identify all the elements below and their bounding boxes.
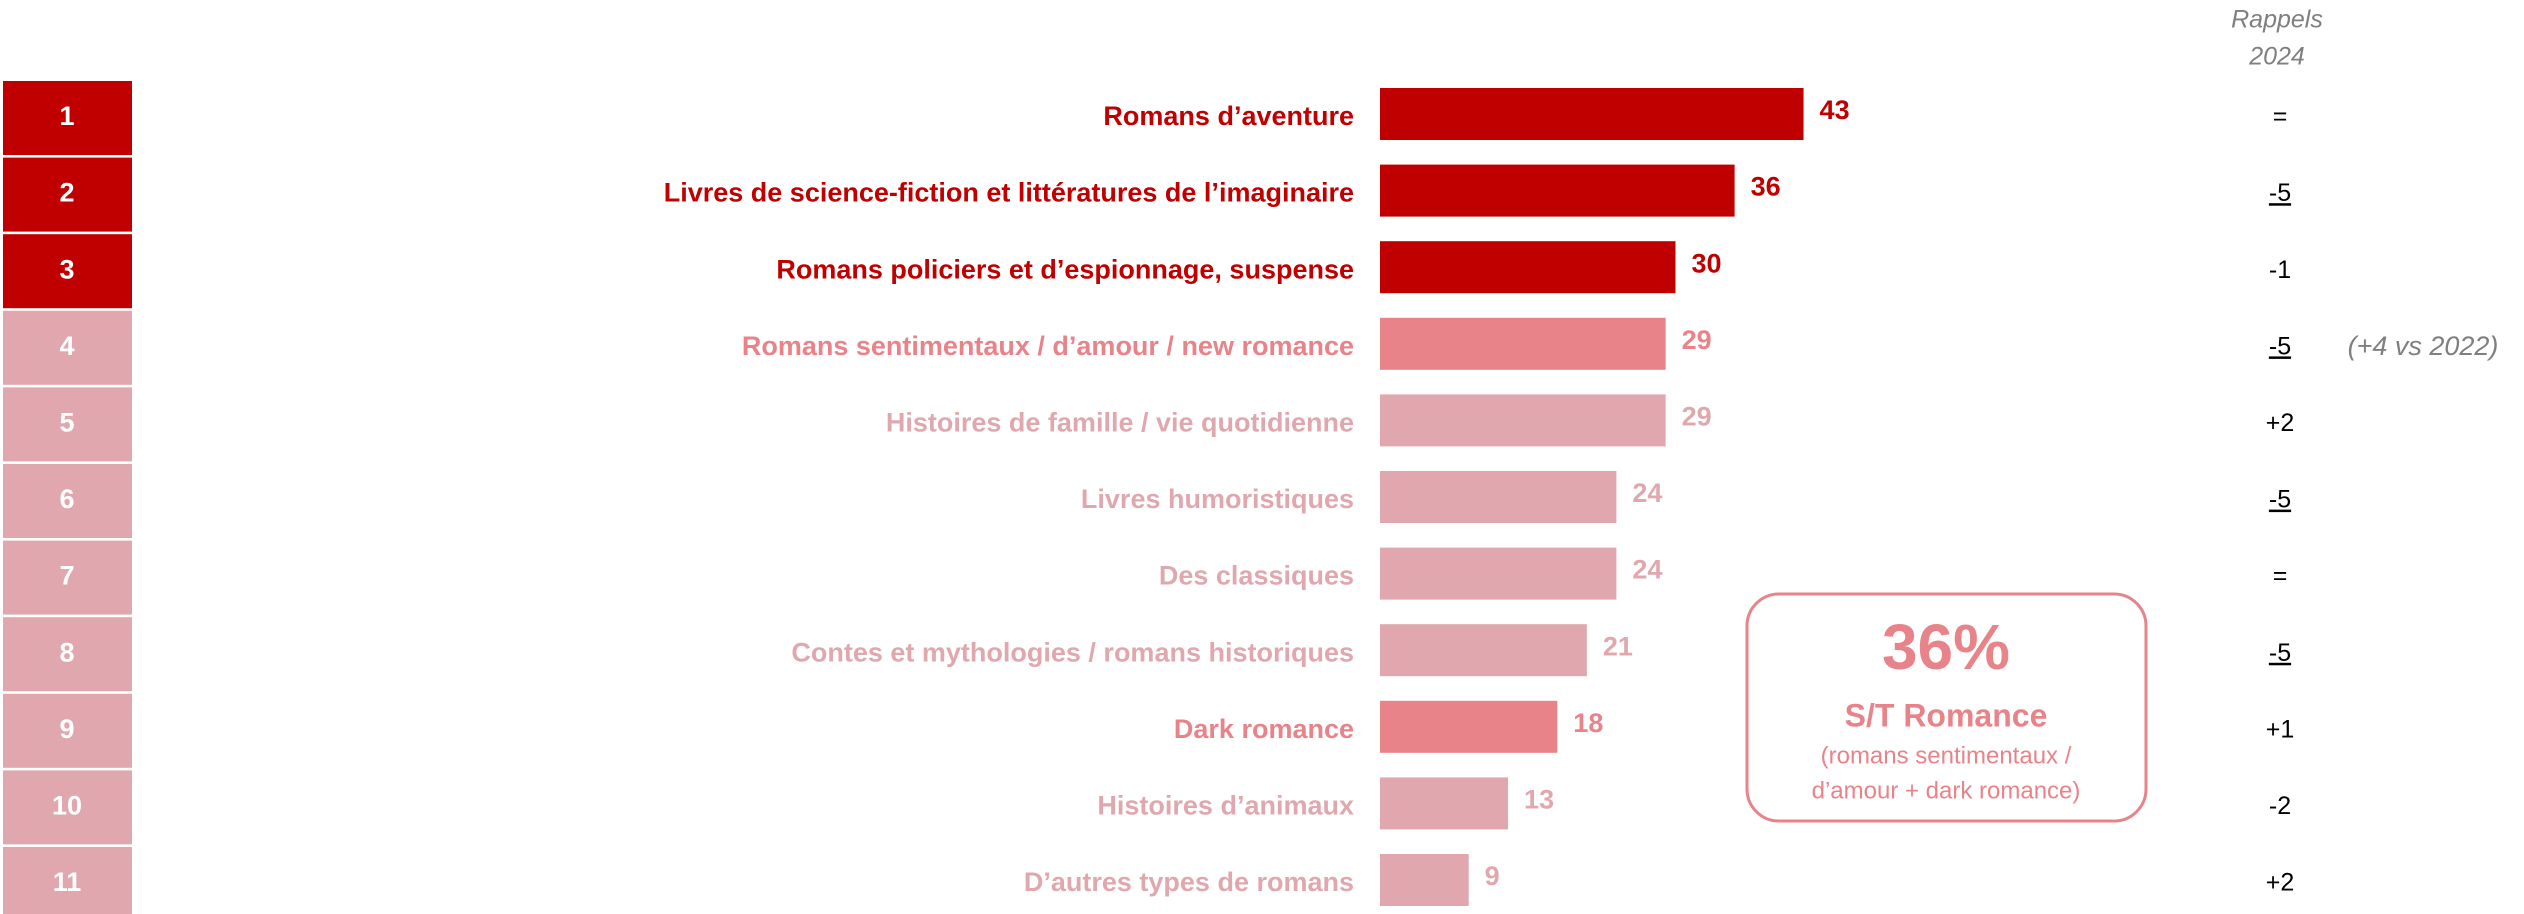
category-label: Des classiques [1159,561,1354,591]
bar [1380,241,1676,294]
rank-box [3,81,132,155]
rappel-label: -5 [2269,486,2291,514]
rank-box [3,234,132,309]
value-label: 9 [1485,861,1500,891]
rank-box [3,693,132,768]
bar [1380,700,1558,753]
rank-label: 5 [59,408,74,438]
category-label: Romans d’aventure [1103,101,1354,131]
rappel-label: = [2273,562,2288,590]
rappel-label: +1 [2266,715,2295,743]
rank-label: 2 [59,178,74,208]
category-label: Dark romance [1174,714,1354,744]
rappel-label: -2 [2269,792,2291,820]
callout-title: S/T Romance [1845,697,2048,733]
callout-line: (romans sentimentaux / [1821,742,2072,769]
rank-label: 7 [59,561,74,591]
rank-box [3,157,132,232]
value-label: 18 [1573,708,1603,738]
rappel-label: -5 [2269,332,2291,360]
header-line: Rappels [2231,6,2323,34]
rank-box [3,770,132,845]
category-label: Romans policiers et d’espionnage, suspen… [776,254,1354,284]
rank-label: 4 [59,331,74,361]
value-label: 36 [1751,172,1781,202]
rank-label: 3 [59,254,74,284]
bar [1380,471,1617,523]
rappel-label: +2 [2266,409,2295,437]
rappel-label: -1 [2269,256,2291,284]
rank-label: 11 [53,867,82,897]
bar [1380,624,1587,677]
value-label: 30 [1692,248,1722,278]
value-label: 43 [1820,95,1850,125]
rank-box [3,540,132,615]
bar [1380,854,1469,906]
value-label: 21 [1603,631,1633,661]
bar [1380,777,1509,830]
rank-box [3,387,132,462]
category-label: Contes et mythologies / romans historiqu… [791,637,1354,667]
rank-label: 1 [59,101,74,131]
rank-label: 9 [59,714,74,744]
category-label: Livres humoristiques [1081,484,1354,514]
rank-label: 6 [59,484,74,514]
category-label: Histoires d’animaux [1097,791,1354,821]
rank-box [3,617,132,692]
value-label: 13 [1524,785,1554,815]
rappel-label: = [2273,103,2288,131]
category-label: D’autres types de romans [1024,867,1354,897]
category-label: Romans sentimentaux / d’amour / new roma… [742,331,1354,361]
bar [1380,164,1735,217]
rank-box [3,310,132,385]
value-label: 29 [1682,402,1712,432]
callout-line: d’amour + dark romance) [1812,777,2081,804]
value-label: 24 [1632,555,1662,585]
bar [1380,394,1666,447]
rank-label: 10 [52,791,82,821]
category-label: Histoires de famille / vie quotidienne [886,408,1354,438]
rappel-label: +2 [2266,869,2295,897]
rank-box [3,464,132,538]
value-label: 24 [1632,478,1662,508]
value-label: 29 [1682,325,1712,355]
bar [1380,547,1617,600]
header-line: 2024 [2248,43,2305,71]
bar [1380,88,1804,140]
callout-box [1745,592,2148,823]
bar [1380,317,1666,370]
row-note: (+4 vs 2022) [2348,331,2499,361]
category-label: Livres de science-fiction et littérature… [664,178,1354,208]
rappel-label: -5 [2269,639,2291,667]
rank-label: 8 [59,637,74,667]
rappel-label: -5 [2269,179,2291,207]
rank-box [3,847,132,914]
callout-value: 36% [1882,611,2010,683]
